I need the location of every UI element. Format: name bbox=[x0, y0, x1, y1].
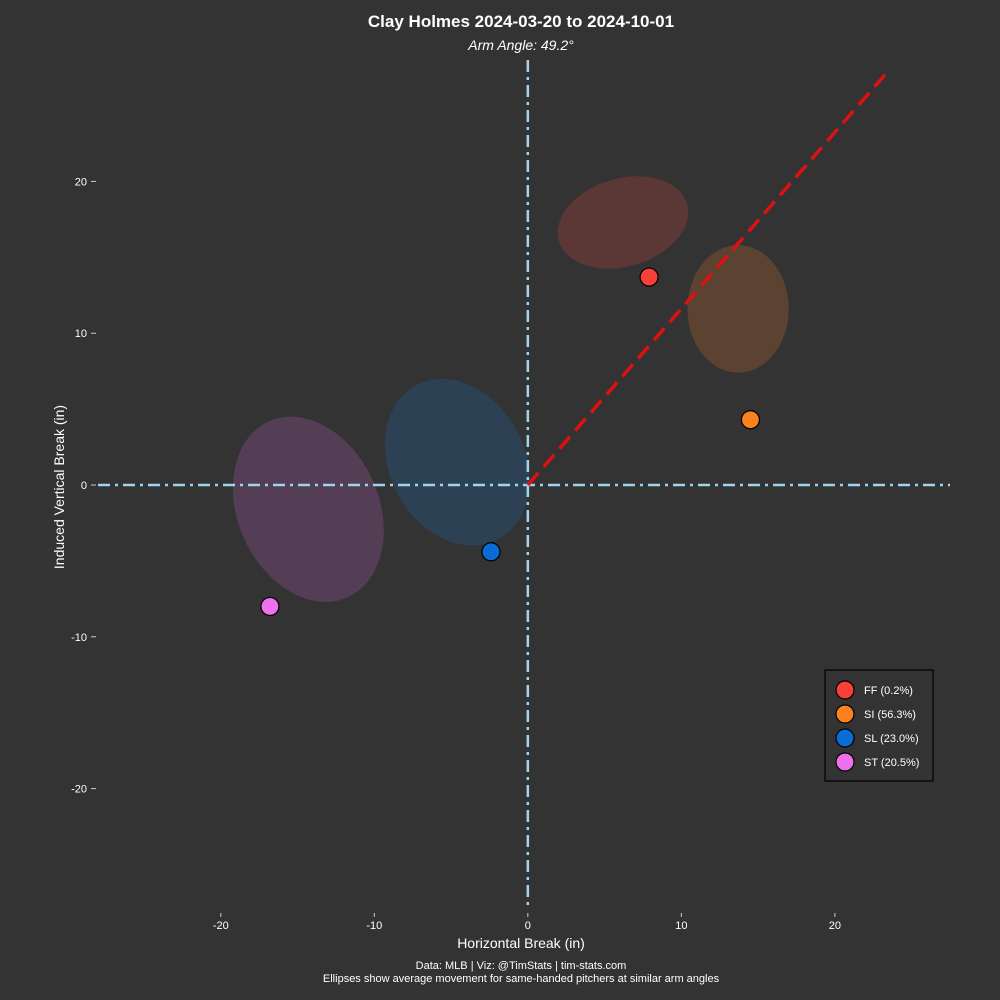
ellipse-ff bbox=[557, 176, 689, 269]
plot-area: -20 -10 0 10 20 -20 -10 0 10 20 bbox=[71, 60, 950, 932]
legend-label-sl: SL (23.0%) bbox=[864, 733, 919, 745]
x-tick-label: -10 bbox=[366, 920, 382, 932]
legend-key-st bbox=[835, 752, 855, 772]
y-axis-label: Induced Vertical Break (in) bbox=[51, 405, 67, 569]
y-tick-label: 10 bbox=[75, 328, 87, 340]
y-tick-label: -10 bbox=[71, 632, 87, 644]
point-ff bbox=[639, 267, 659, 287]
y-tick-label: 20 bbox=[75, 176, 87, 188]
x-tick-label: 0 bbox=[525, 920, 531, 932]
legend-key-si bbox=[835, 704, 855, 724]
caption-line-1: Data: MLB | Viz: @TimStats | tim-stats.c… bbox=[416, 960, 627, 972]
x-axis-label: Horizontal Break (in) bbox=[457, 935, 585, 951]
caption-line-2: Ellipses show average movement for same-… bbox=[323, 973, 720, 985]
legend-label-st: ST (20.5%) bbox=[864, 757, 919, 769]
ellipse-si bbox=[687, 245, 789, 373]
ellipse-st bbox=[232, 416, 384, 602]
x-tick-label: -20 bbox=[213, 920, 229, 932]
x-tick-label: 10 bbox=[675, 920, 687, 932]
point-st bbox=[260, 596, 280, 617]
legend-key-ff bbox=[835, 680, 855, 700]
y-tick-label: 0 bbox=[81, 480, 87, 492]
chart-subtitle: Arm Angle: 49.2° bbox=[467, 37, 574, 53]
point-si bbox=[740, 410, 761, 430]
legend: FF (0.2%) SI (56.3%) SL (23.0%) ST (20.5%) bbox=[824, 669, 934, 782]
y-tick-label: -20 bbox=[71, 784, 87, 796]
legend-label-ff: FF (0.2%) bbox=[864, 685, 913, 697]
x-tick-label: 20 bbox=[829, 920, 841, 932]
legend-key-sl bbox=[835, 728, 855, 748]
legend-label-si: SI (56.3%) bbox=[864, 709, 916, 721]
arm-angle-line bbox=[526, 69, 890, 487]
point-sl bbox=[481, 542, 501, 562]
ellipse-sl bbox=[384, 378, 530, 546]
chart-title: Clay Holmes 2024-03-20 to 2024-10-01 bbox=[368, 12, 674, 31]
